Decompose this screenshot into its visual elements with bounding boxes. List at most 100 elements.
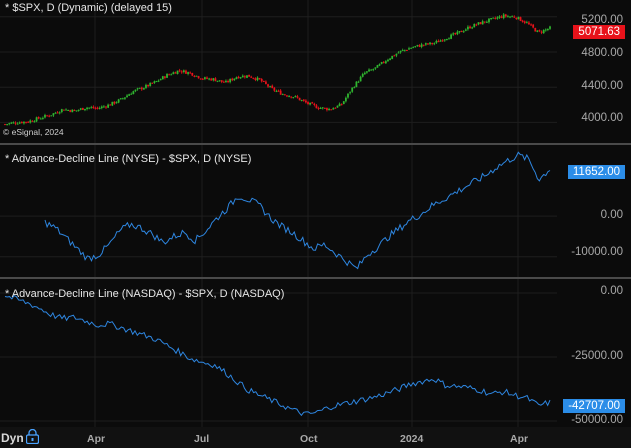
candle-body	[60, 109, 63, 112]
nyse-ytick: -10000.00	[571, 246, 623, 258]
candle-body	[313, 103, 316, 106]
candle-body	[208, 78, 211, 80]
candle-body	[155, 81, 158, 83]
candle-body	[149, 82, 152, 87]
candle-body	[37, 117, 40, 119]
candle-body	[389, 58, 391, 61]
nyse-ad-line[interactable]	[0, 145, 631, 277]
candle-body	[391, 55, 394, 59]
candle-body	[260, 78, 263, 82]
candle-body	[180, 71, 183, 73]
spx-last-price-badge: 5071.63	[573, 25, 625, 39]
panel-divider[interactable]	[0, 277, 631, 279]
candle-body	[204, 77, 206, 79]
candle-body	[485, 21, 488, 23]
candle-body	[332, 108, 335, 110]
candle-body	[121, 98, 124, 100]
candle-body	[521, 20, 524, 22]
spx-candles[interactable]	[0, 0, 631, 143]
candle-body	[267, 84, 269, 87]
time-axis[interactable]: Dyn Apr Jul Oct 2024 Apr	[0, 427, 631, 448]
candle-body	[159, 79, 162, 81]
candle-body	[435, 40, 438, 43]
candle-body	[454, 33, 457, 35]
candle-body	[153, 81, 156, 84]
dynamic-mode-label[interactable]: Dyn	[1, 431, 24, 445]
spx-ytick: 5200.00	[581, 14, 623, 26]
nyse-plot-area[interactable]	[0, 145, 557, 277]
candle-body	[361, 73, 364, 77]
candle-body	[330, 109, 333, 111]
candle-body	[128, 94, 131, 96]
nyse-ad-panel[interactable]: * Advance-Decline Line (NYSE) - $SPX, D …	[0, 145, 631, 277]
nyse-last-value-badge: 11652.00	[567, 165, 625, 179]
candle-body	[105, 106, 107, 108]
candle-body	[197, 76, 200, 79]
x-tick-apr: Apr	[510, 433, 529, 445]
candle-body	[309, 102, 312, 105]
candle-body	[235, 77, 238, 79]
candle-body	[433, 43, 436, 45]
nasdaq-last-value-badge: -42707.00	[563, 399, 625, 413]
candle-body	[288, 96, 290, 98]
candle-body	[65, 109, 67, 111]
candle-body	[353, 87, 356, 89]
candle-body	[450, 34, 453, 39]
candle-body	[488, 18, 490, 23]
candle-body	[460, 30, 463, 33]
candle-body	[35, 117, 38, 122]
candle-body	[479, 22, 482, 25]
nasdaq-plot-area[interactable]	[0, 279, 557, 427]
nasdaq-ad-line[interactable]	[0, 279, 631, 427]
candle-body	[191, 72, 194, 76]
candle-body	[511, 16, 514, 18]
candle-body	[63, 109, 65, 111]
candle-body	[187, 72, 189, 74]
candle-body	[401, 50, 404, 52]
candle-body	[185, 70, 187, 74]
candle-body	[229, 78, 232, 83]
spx-panel[interactable]: * $SPX, D (Dynamic) (delayed 15) © eSign…	[0, 0, 631, 143]
candle-body	[92, 106, 95, 109]
lock-icon[interactable]	[26, 429, 39, 444]
candle-body	[277, 90, 280, 92]
candle-body	[439, 40, 442, 42]
candle-body	[275, 90, 278, 92]
candle-body	[336, 105, 339, 108]
candle-body	[380, 62, 383, 64]
x-tick-apr: Apr	[87, 433, 106, 445]
spx-plot-area[interactable]	[0, 0, 557, 143]
candle-body	[509, 16, 511, 18]
candle-body	[67, 110, 70, 112]
candle-body	[258, 78, 261, 80]
candle-body	[237, 76, 240, 79]
candle-body	[84, 108, 86, 111]
panel-divider[interactable]	[0, 143, 631, 145]
candle-body	[56, 112, 59, 114]
candle-body	[443, 39, 446, 41]
candle-body	[130, 93, 133, 95]
candle-body	[20, 121, 23, 124]
spx-ytick: 4400.00	[581, 80, 623, 92]
candle-body	[117, 99, 120, 103]
candle-body	[283, 94, 286, 96]
candle-body	[33, 121, 36, 123]
candle-body	[39, 118, 42, 120]
candle-body	[174, 72, 177, 74]
candle-body	[27, 121, 30, 123]
candle-body	[530, 24, 532, 26]
candle-body	[342, 101, 345, 105]
candle-body	[168, 74, 171, 76]
candle-body	[523, 21, 526, 23]
candle-body	[544, 29, 547, 31]
candle-body	[378, 64, 381, 66]
candle-body	[195, 75, 198, 77]
candle-body	[269, 86, 272, 88]
candle-body	[170, 74, 173, 76]
nasdaq-ad-panel[interactable]: * Advance-Decline Line (NASDAQ) - $SPX, …	[0, 279, 631, 427]
candle-body	[462, 31, 465, 33]
candle-body	[96, 107, 99, 109]
candle-body	[199, 78, 202, 80]
candle-body	[513, 16, 516, 18]
nasdaq-ytick: -25000.00	[571, 350, 623, 362]
